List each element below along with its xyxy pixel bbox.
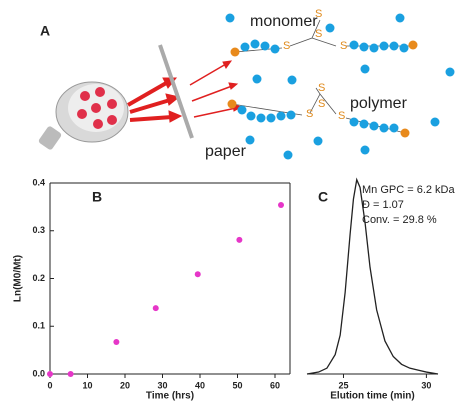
sulfur: S <box>318 82 325 94</box>
data-point <box>194 271 201 278</box>
x-tick-label: 60 <box>270 380 280 390</box>
monomer-unit <box>287 75 297 85</box>
sulfur: S <box>338 110 345 122</box>
y-tick-label: 0.0 <box>32 368 45 378</box>
monomer-unit <box>225 13 235 23</box>
monomer-unit <box>359 42 369 52</box>
data-point <box>113 339 120 346</box>
y-tick-label: 0.4 <box>32 177 45 187</box>
monomer-unit <box>399 43 409 53</box>
x-tick-label: 30 <box>157 380 167 390</box>
data-point <box>236 236 243 243</box>
monomer-unit <box>276 111 286 121</box>
sulfur: S <box>283 40 290 52</box>
bond <box>231 19 412 134</box>
monomer-unit <box>349 117 359 127</box>
monomer-unit <box>283 150 293 160</box>
monomer-unit <box>227 99 237 109</box>
monomer-unit <box>270 44 280 54</box>
monomer-unit <box>408 40 418 50</box>
monomer-unit <box>246 111 256 121</box>
panel-label: A <box>40 23 50 39</box>
y-tick-label: 0.1 <box>32 321 45 331</box>
y-tick-label: 0.3 <box>32 225 45 235</box>
monomer-unit <box>389 123 399 133</box>
x-axis-title: Elution time (min) <box>330 391 414 402</box>
data-point <box>152 305 159 312</box>
monomer-unit <box>400 128 410 138</box>
data-point <box>278 201 284 208</box>
annotation: Conv. = 29.8 % <box>362 214 437 226</box>
x-tick-label: 0 <box>47 380 52 390</box>
panel-label: C <box>318 189 328 205</box>
monomer-unit <box>240 42 250 52</box>
molecules <box>225 13 455 160</box>
monomer-unit <box>430 117 440 127</box>
monomer-unit <box>286 110 296 120</box>
monomer-unit <box>360 145 370 155</box>
gpc-trace <box>306 177 439 375</box>
x-tick-label: 30 <box>421 380 431 390</box>
sulfur: S <box>315 8 322 20</box>
monomer-unit <box>369 121 379 131</box>
paper-sheet <box>158 44 194 139</box>
sulfur: S <box>340 40 347 52</box>
monomer-unit <box>230 47 240 57</box>
panel-label: B <box>92 189 102 205</box>
x-tick-label: 50 <box>232 380 242 390</box>
sulfur: S <box>315 28 322 40</box>
monomer-label: monomer <box>250 13 318 30</box>
monomer-unit <box>325 23 335 33</box>
annotation: Mn GPC = 6.2 kDa <box>362 184 456 196</box>
x-tick-label: 40 <box>195 380 205 390</box>
monomer-unit <box>266 113 276 123</box>
x-axis-title: Time (hrs) <box>146 391 194 402</box>
monomer-unit <box>245 135 255 145</box>
y-axis-title: Ln(M0/Mt) <box>13 255 24 302</box>
monomer-unit <box>379 41 389 51</box>
monomer-unit <box>445 67 455 77</box>
lamp <box>38 81 129 150</box>
monomer-unit <box>379 123 389 133</box>
polymer-label: polymer <box>350 95 408 112</box>
x-tick-label: 25 <box>338 380 348 390</box>
monomer-unit <box>250 39 260 49</box>
monomer-unit <box>395 13 405 23</box>
monomer-unit <box>260 41 270 51</box>
x-tick-label: 20 <box>120 380 130 390</box>
data-point <box>47 371 53 377</box>
y-tick-label: 0.2 <box>32 273 45 283</box>
monomer-unit <box>359 119 369 129</box>
monomer-unit <box>256 113 266 123</box>
paper-label: paper <box>205 143 247 160</box>
x-tick-label: 10 <box>82 380 92 390</box>
monomer-unit <box>389 41 399 51</box>
monomer-unit <box>360 64 370 74</box>
monomer-unit <box>369 43 379 53</box>
sulfur: S <box>318 98 325 110</box>
monomer-unit <box>349 40 359 50</box>
monomer-unit <box>237 105 247 115</box>
sulfur: S <box>306 108 313 120</box>
data-point <box>67 371 74 377</box>
monomer-unit <box>252 74 262 84</box>
annotation: Đ = 1.07 <box>362 199 404 211</box>
monomer-unit <box>313 136 323 146</box>
